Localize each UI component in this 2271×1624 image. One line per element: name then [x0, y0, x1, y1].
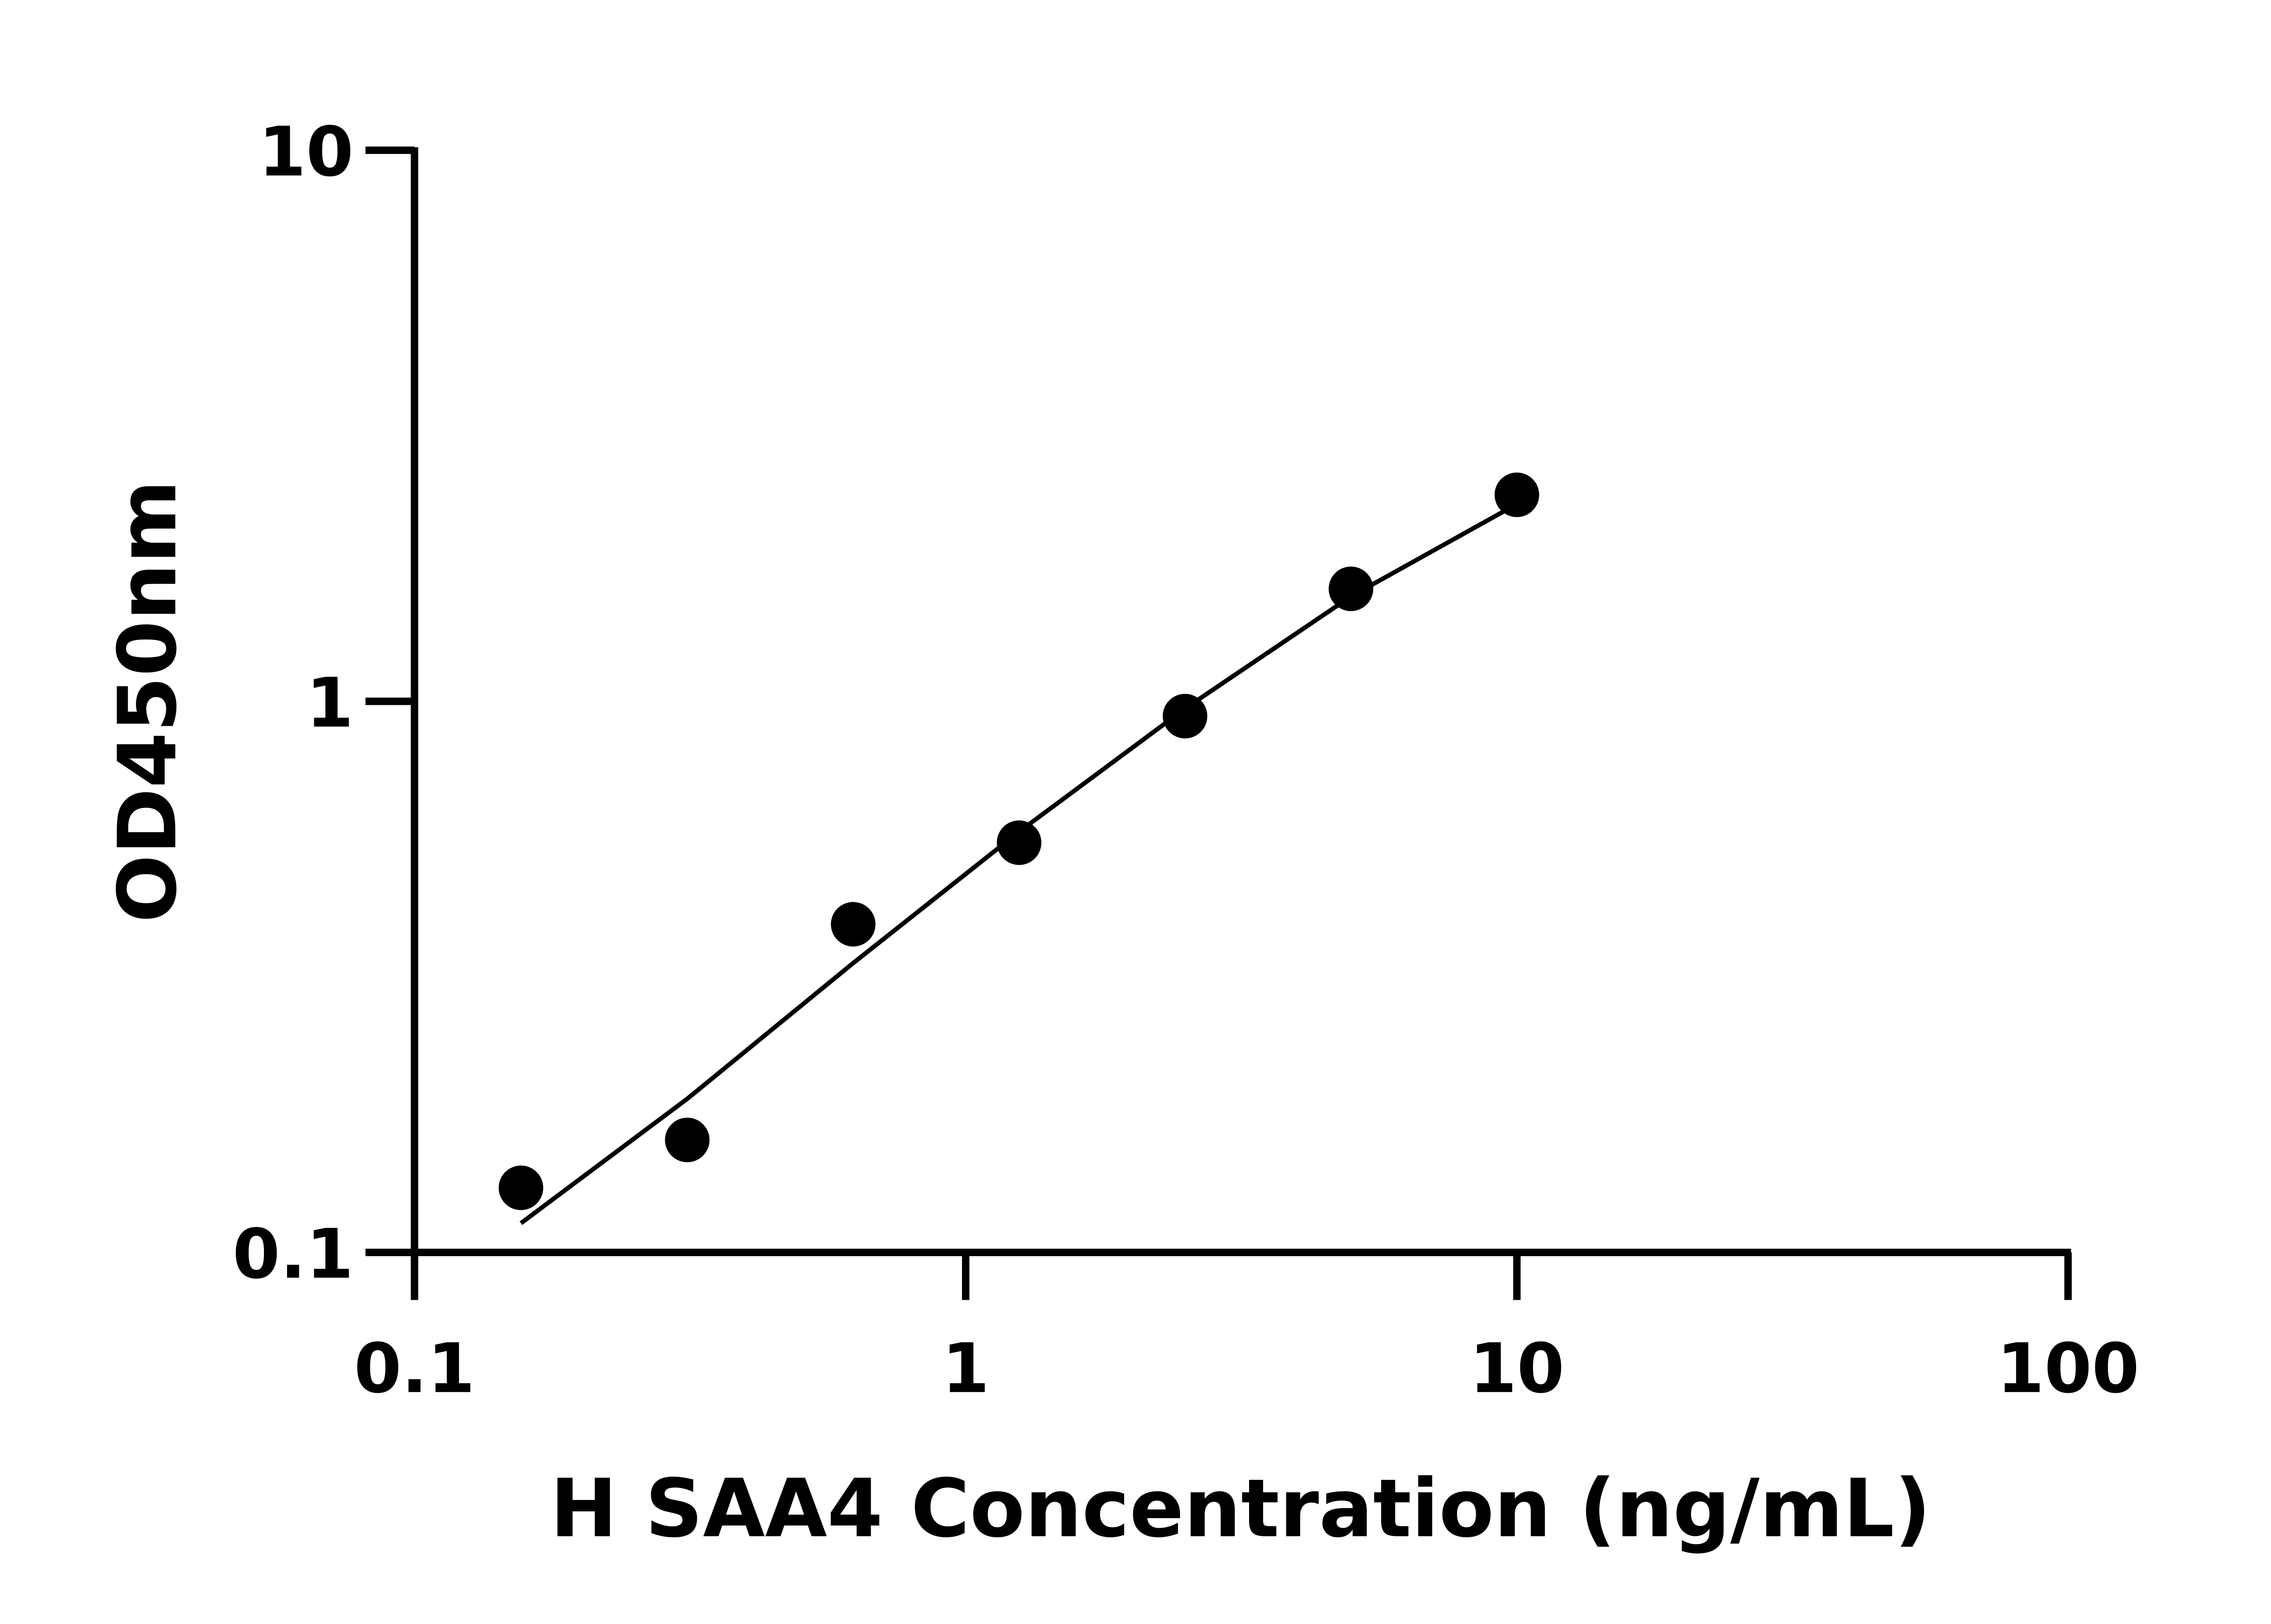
x-tick-label: 0.1	[354, 1329, 475, 1408]
y-ticks: 0.1 1 10	[233, 112, 415, 1294]
data-point	[831, 902, 876, 947]
data-point	[1494, 472, 1539, 517]
data-point	[997, 820, 1041, 865]
y-tick-label: 10	[258, 112, 353, 192]
y-tick-label: 1	[306, 663, 354, 743]
data-points	[498, 472, 1539, 1210]
data-point	[1162, 693, 1208, 738]
data-point	[1329, 566, 1374, 611]
y-tick-label: 0.1	[233, 1214, 354, 1294]
data-point	[498, 1165, 544, 1210]
axes	[411, 147, 2071, 1257]
x-tick-label: 100	[1997, 1329, 2139, 1408]
data-point	[665, 1118, 710, 1163]
x-tick-label: 1	[942, 1329, 990, 1408]
x-axis-title: H SAA4 Concentration (ng/mL)	[550, 1462, 1931, 1555]
x-tick-label: 10	[1469, 1329, 1564, 1408]
y-axis-title: OD450nm	[101, 480, 194, 923]
x-ticks: 0.1 1 10 100	[354, 1252, 2139, 1408]
